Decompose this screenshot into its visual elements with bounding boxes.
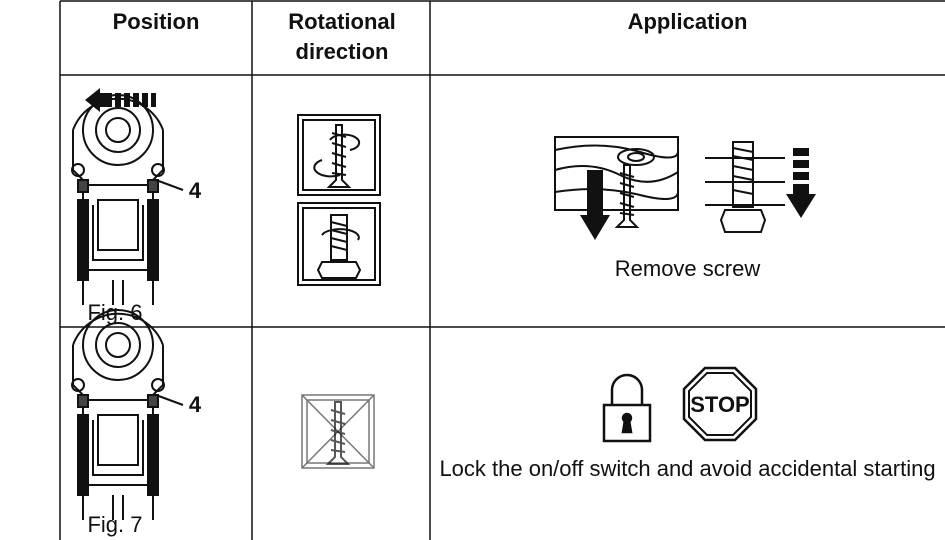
table-grid <box>59 0 945 540</box>
callout-label: 4 <box>188 178 202 203</box>
figure-label: Fig. 6 <box>87 300 143 325</box>
header-cell: Position <box>112 9 200 34</box>
callout-line <box>155 179 184 191</box>
application-text: Lock the on/off switch and avoid acciden… <box>439 456 936 481</box>
drill-illustration <box>71 94 165 306</box>
stop-sign: STOP <box>682 366 758 442</box>
remove-arrow <box>580 148 816 240</box>
rotation-icons <box>297 114 381 286</box>
screw-icon <box>327 401 349 465</box>
padlock-icon <box>602 373 652 443</box>
header-cell: Rotational direction <box>288 9 396 64</box>
figure-label: Fig. 7 <box>87 512 143 537</box>
stop-text: STOP <box>690 392 750 417</box>
application-text: Remove screw <box>614 256 761 281</box>
callout-line <box>155 394 184 406</box>
bolt-illustration <box>705 141 785 233</box>
drill-illustration <box>71 309 165 521</box>
bolt-icon <box>316 214 362 279</box>
wood-illustration <box>554 136 680 211</box>
header-cell: Application <box>627 9 748 34</box>
callout-label: 4 <box>188 392 202 417</box>
